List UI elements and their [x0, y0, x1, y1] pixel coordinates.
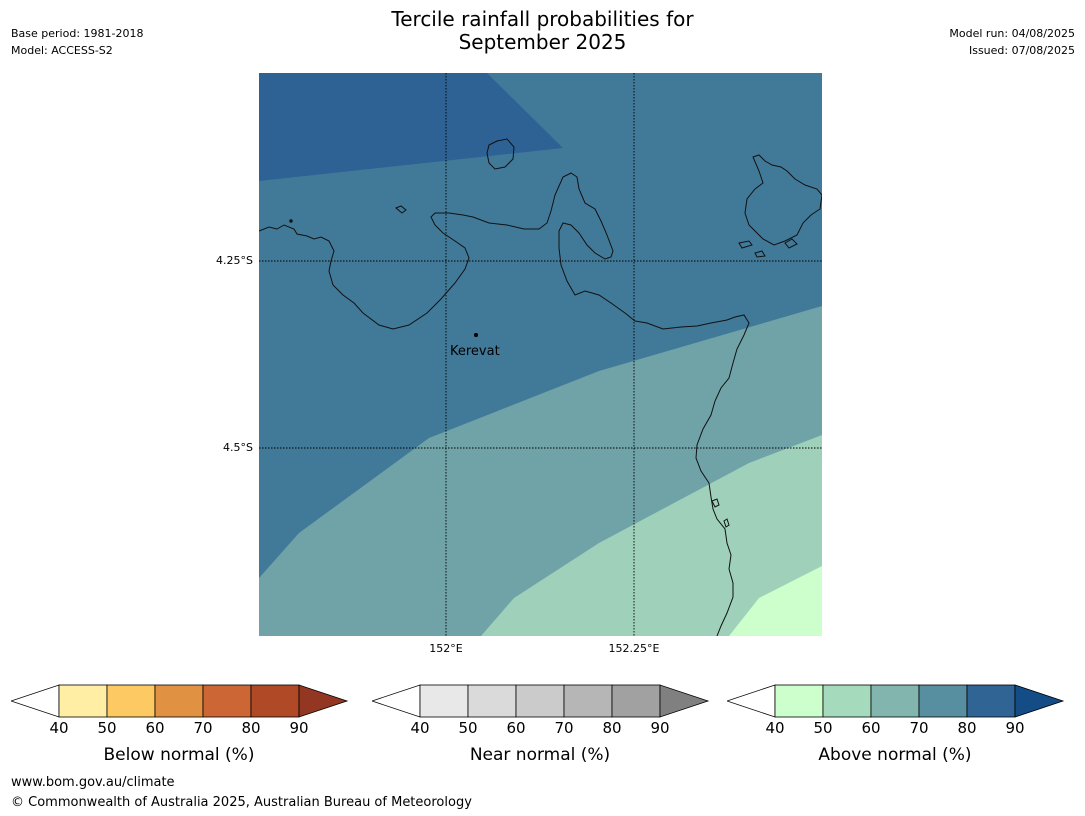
- colorbar-tick-label: 50: [97, 719, 117, 737]
- lat-label-4-25: 4.25°S: [216, 254, 253, 267]
- colorbar-0: [11, 684, 349, 718]
- colorbar-high-extend: [298, 684, 349, 718]
- colorbar-2: [727, 684, 1065, 718]
- colorbar-tick-label: 50: [813, 719, 833, 737]
- colorbar-tick-label: 90: [1005, 719, 1025, 737]
- colorbar-tick-label: 70: [193, 719, 213, 737]
- colorbar-tick-label: 90: [289, 719, 309, 737]
- band-above-40: [729, 566, 822, 636]
- band-above-50: [481, 435, 822, 636]
- colorbar-tick-label: 60: [506, 719, 526, 737]
- colorbar-segment: [774, 684, 824, 718]
- colorbar-label: Near normal (%): [469, 745, 611, 765]
- colorbar-label: Above normal (%): [818, 745, 972, 765]
- colorbar-segment: [58, 684, 108, 718]
- colorbar-1: [372, 684, 710, 718]
- colorbar-segment: [154, 684, 204, 718]
- colorbar-tick-label: 70: [554, 719, 574, 737]
- colorbar-low-extend: [372, 684, 421, 718]
- colorbar-tick-label: 80: [957, 719, 977, 737]
- kerevat-label: Kerevat: [450, 344, 500, 359]
- colorbar-segment: [918, 684, 968, 718]
- title-line-1: Tercile rainfall probabilities for: [391, 7, 694, 31]
- colorbar-tick-label: 60: [145, 719, 165, 737]
- colorbar-segment: [467, 684, 517, 718]
- colorbar-segment: [611, 684, 661, 718]
- colorbar-tick-label: 60: [861, 719, 881, 737]
- colorbar-label: Below normal (%): [103, 745, 255, 765]
- colorbar-segment: [870, 684, 920, 718]
- colorbar-tick-label: 40: [765, 719, 785, 737]
- footer-copyright: © Commonwealth of Australia 2025, Austra…: [11, 795, 472, 810]
- colorbar-tick-label: 50: [458, 719, 478, 737]
- kerevat-marker: [474, 333, 478, 337]
- graticule: [259, 73, 822, 636]
- colorbar-high-extend: [659, 684, 710, 718]
- colorbar-segment: [563, 684, 613, 718]
- base-period-text: Base period: 1981-2018: [11, 27, 144, 40]
- colorbar-tick-label: 90: [650, 719, 670, 737]
- colorbar-segment: [822, 684, 872, 718]
- colorbar-segment: [202, 684, 252, 718]
- probability-map[interactable]: Kerevat: [259, 73, 822, 636]
- lat-label-4-5: 4.5°S: [223, 441, 253, 454]
- colorbar-segment: [966, 684, 1016, 718]
- colorbar-segment: [419, 684, 469, 718]
- coastline: [259, 138, 822, 636]
- model-text: Model: ACCESS-S2: [11, 44, 113, 57]
- colorbar-segment: [250, 684, 300, 718]
- colorbar-tick-label: 40: [410, 719, 430, 737]
- colorbar-high-extend: [1014, 684, 1065, 718]
- colorbar-segment: [106, 684, 156, 718]
- title-line-2: September 2025: [458, 30, 627, 54]
- colorbar-tick-label: 80: [241, 719, 261, 737]
- lon-label-152-25: 152.25°E: [608, 642, 660, 655]
- footer-url[interactable]: www.bom.gov.au/climate: [11, 775, 175, 790]
- lon-label-152: 152°E: [429, 642, 463, 655]
- meta-right: Model run: 04/08/2025 Issued: 07/08/2025: [949, 25, 1075, 59]
- colorbar-segment: [515, 684, 565, 718]
- meta-left: Base period: 1981-2018 Model: ACCESS-S2: [11, 25, 143, 59]
- model-run-text: Model run: 04/08/2025: [949, 27, 1075, 40]
- colorbar-low-extend: [727, 684, 776, 718]
- issued-text: Issued: 07/08/2025: [968, 44, 1075, 57]
- colorbar-tick-label: 40: [49, 719, 69, 737]
- colorbar-tick-label: 80: [602, 719, 622, 737]
- colorbar-low-extend: [11, 684, 60, 718]
- colorbar-tick-label: 70: [909, 719, 929, 737]
- map-title: Tercile rainfall probabilities for Septe…: [0, 8, 1085, 54]
